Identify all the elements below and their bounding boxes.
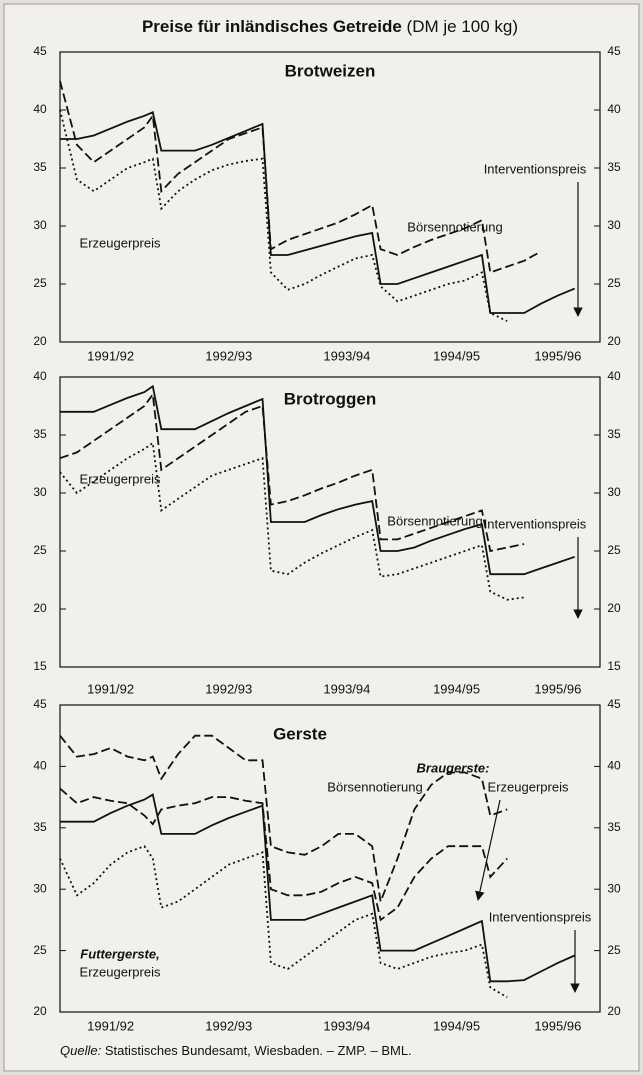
y-tick-label: 15 xyxy=(33,659,47,673)
y-tick-label-right: 40 xyxy=(607,369,621,383)
series-label: Interventionspreis xyxy=(484,516,587,531)
y-tick-label: 35 xyxy=(33,820,47,834)
series-label: Interventionspreis xyxy=(484,161,587,176)
x-tick-label: 1992/93 xyxy=(205,348,252,363)
title-unit: (DM je 100 kg) xyxy=(407,17,518,36)
series-label: Erzeugerpreis xyxy=(488,779,569,794)
y-tick-label-right: 35 xyxy=(607,820,621,834)
x-tick-label: 1995/96 xyxy=(534,348,581,363)
arrow xyxy=(475,799,501,901)
annotation: Futtergerste, xyxy=(80,946,159,961)
series-label: Börsennotierung xyxy=(407,219,502,234)
x-tick-label: 1991/92 xyxy=(87,1018,134,1033)
panel-title: Gerste xyxy=(273,724,327,743)
y-tick-label-right: 25 xyxy=(607,943,621,957)
series-label: Erzeugerpreis xyxy=(80,964,161,979)
x-tick-label: 1991/92 xyxy=(87,681,134,696)
y-tick-label-right: 20 xyxy=(607,334,621,348)
page-frame xyxy=(3,3,640,1072)
y-tick-label: 35 xyxy=(33,427,47,441)
y-tick-label-right: 20 xyxy=(607,1004,621,1018)
y-tick-label: 40 xyxy=(33,759,47,773)
y-tick-label: 40 xyxy=(33,369,47,383)
y-tick-label-right: 30 xyxy=(607,485,621,499)
y-tick-label-right: 30 xyxy=(607,218,621,232)
series-line xyxy=(60,111,576,314)
x-tick-label: 1993/94 xyxy=(323,681,370,696)
x-tick-label: 1994/95 xyxy=(433,348,480,363)
y-tick-label-right: 40 xyxy=(607,759,621,773)
source-text: Statistisches Bundesamt, Wiesbaden. – ZM… xyxy=(105,1043,412,1058)
x-tick-label: 1993/94 xyxy=(323,348,370,363)
panel-title: Brotroggen xyxy=(284,389,377,408)
x-tick-label: 1992/93 xyxy=(205,681,252,696)
series-line xyxy=(60,384,575,576)
y-tick-label-right: 45 xyxy=(607,697,621,711)
x-tick-label: 1995/96 xyxy=(534,681,581,696)
y-tick-label: 30 xyxy=(33,881,47,895)
y-tick-label-right: 35 xyxy=(607,160,621,174)
y-tick-label: 20 xyxy=(33,1004,47,1018)
y-tick-label-right: 45 xyxy=(607,44,621,58)
series-label: Interventionspreis xyxy=(489,909,592,924)
plot-frame xyxy=(59,51,601,343)
series-line xyxy=(59,441,525,601)
series-label: Börsennotierung xyxy=(327,779,422,794)
annotation: Braugerste: xyxy=(417,760,490,775)
y-tick-label-right: 25 xyxy=(607,276,621,290)
series-line xyxy=(60,793,576,983)
series-label: Erzeugerpreis xyxy=(80,235,161,250)
panel-title: Brotweizen xyxy=(285,61,376,80)
main-title: Preise für inländisches Getreide (DM je … xyxy=(142,17,518,36)
x-tick-label: 1994/95 xyxy=(433,681,480,696)
y-tick-label-right: 25 xyxy=(607,543,621,557)
y-tick-label: 25 xyxy=(33,276,47,290)
plot-frame xyxy=(59,376,601,668)
y-tick-label: 35 xyxy=(33,160,47,174)
x-tick-label: 1995/96 xyxy=(534,1018,581,1033)
y-tick-label: 25 xyxy=(33,943,47,957)
source-label: Quelle: xyxy=(60,1043,102,1058)
source-note: Quelle: Statistisches Bundesamt, Wiesbad… xyxy=(60,1043,412,1058)
series-line xyxy=(59,734,508,905)
series-line xyxy=(59,845,508,999)
y-tick-label-right: 15 xyxy=(607,659,621,673)
y-tick-label: 45 xyxy=(33,697,47,711)
series-label: Erzeugerpreis xyxy=(80,471,161,486)
y-tick-label-right: 20 xyxy=(607,601,621,615)
series-line xyxy=(59,787,508,922)
y-tick-label: 40 xyxy=(33,102,47,116)
x-tick-label: 1993/94 xyxy=(323,1018,370,1033)
y-tick-label-right: 30 xyxy=(607,881,621,895)
series-label: Börsennotierung xyxy=(387,513,482,528)
series-line xyxy=(59,80,542,274)
y-tick-label: 30 xyxy=(33,485,47,499)
y-tick-label: 25 xyxy=(33,543,47,557)
y-tick-label-right: 35 xyxy=(607,427,621,441)
y-tick-label: 20 xyxy=(33,601,47,615)
y-tick-label-right: 40 xyxy=(607,102,621,116)
series-line xyxy=(59,109,508,322)
series-line xyxy=(59,391,525,553)
x-tick-label: 1992/93 xyxy=(205,1018,252,1033)
y-tick-label: 45 xyxy=(33,44,47,58)
x-tick-label: 1991/92 xyxy=(87,348,134,363)
y-tick-label: 20 xyxy=(33,334,47,348)
y-tick-label: 30 xyxy=(33,218,47,232)
x-tick-label: 1994/95 xyxy=(433,1018,480,1033)
title-text: Preise für inländisches Getreide xyxy=(142,17,402,36)
